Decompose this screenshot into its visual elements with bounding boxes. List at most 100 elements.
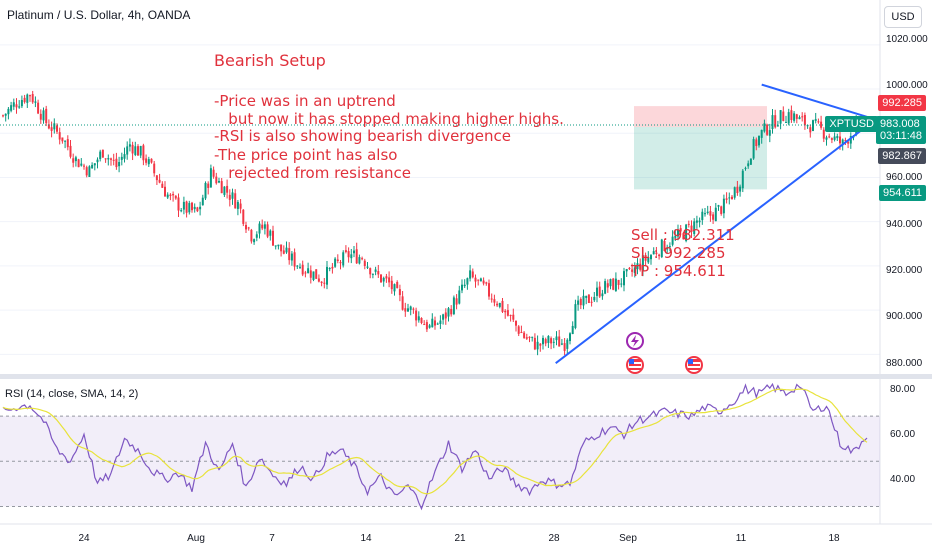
time-axis[interactable]: 24 Aug 7 14 21 28 Sep 11 18 [78,533,840,544]
candle-body [798,117,801,120]
rsi-pane[interactable] [0,382,880,511]
candle-body [191,202,193,211]
candle-body [29,95,31,97]
candle-body [88,166,91,177]
candle-body [128,144,131,147]
candle-body [12,102,15,107]
candle-body [520,332,523,334]
candle-body [612,278,615,290]
candle-body [334,258,337,267]
candle-body [126,146,129,155]
rsi-tick: 40.00 [890,474,915,485]
candle-body [299,266,301,268]
candle-body [172,194,175,196]
rsi-axis[interactable]: 80.00 60.00 40.00 [890,384,915,485]
candle-body [779,110,782,124]
candle-body [501,300,504,312]
candle-body [814,119,817,121]
candle-body [836,136,839,139]
trade-annotation[interactable]: Sell : 982.311 SL : 992.285 TP : 954.611 [630,226,735,280]
candle-body [4,113,7,116]
candle-body [342,252,345,266]
price-axis[interactable]: 1020.000 1000.000 960.000 940.000 920.00… [886,34,928,369]
lightning-event-icon[interactable] [626,332,644,350]
candle-body [569,333,571,342]
setup-annotation[interactable]: Bearish Setup -Price was in an uptrend b… [214,51,564,182]
candle-body [806,125,809,127]
candle-body [142,145,145,161]
candle-body [280,244,283,252]
position-zones[interactable] [634,106,767,190]
candle-body [396,281,399,289]
sell-label: Sell : 982.311 [631,226,735,244]
candle-body [247,227,250,229]
candle-body [415,310,418,321]
candle-body [844,140,847,142]
time-tick: 28 [548,533,560,544]
us-flag-event-icon[interactable] [626,356,644,374]
pane-separator[interactable] [0,374,932,379]
candle-body [701,211,704,221]
setup-line-5: -RSI is also showing bearish divergence [214,127,511,145]
candle-body [787,112,790,124]
price-tick: 880.000 [886,358,923,369]
candle-body [479,278,482,282]
candle-body [409,306,412,310]
candle-body [542,337,544,345]
candle-body [606,283,609,288]
rsi-title[interactable]: RSI (14, close, SMA, 14, 2) [5,388,139,400]
candle-body [604,281,607,294]
candle-body [147,159,150,165]
candle-body [639,263,642,270]
candle-body [10,105,13,111]
candle-body [539,343,542,346]
candle-body [309,270,312,278]
candle-body [177,197,180,211]
time-tick: 11 [736,533,747,544]
candle-body [655,252,658,254]
candle-body [809,127,812,133]
candle-body [706,211,709,213]
candle-body [455,298,458,305]
price-tick: 900.000 [886,311,923,322]
candle-body [474,277,477,282]
candle-body [153,163,156,174]
candle-body [822,129,825,139]
us-flag-event-icon[interactable] [685,356,703,374]
candle-body [118,162,121,167]
candle-body [555,336,558,341]
candle-body [355,249,358,264]
candle-body [668,246,671,248]
candle-body [763,123,766,132]
candle-body [469,270,472,279]
candle-body [590,301,593,303]
candle-body [253,239,256,243]
candle-body [828,136,831,138]
candle-body [207,183,210,188]
candle-body [398,289,401,296]
candle-body [193,206,196,210]
candle-body [728,197,731,199]
candle-body [93,163,96,166]
candle-body [80,163,83,166]
candle-body [488,283,490,297]
time-tick: 7 [269,533,275,544]
candle-body [104,158,107,160]
candle-body [525,337,528,339]
chart-title[interactable]: Platinum / U.S. Dollar, 4h, OANDA [7,8,191,22]
setup-line-3: -Price was in an uptrend [214,92,396,110]
currency-button[interactable]: USD [884,6,922,28]
candle-body [53,123,56,130]
candle-body [377,271,380,275]
candle-body [733,187,736,198]
candle-body [563,343,566,351]
candle-body [817,121,820,123]
symbol-label[interactable]: XPTUSD [825,116,878,132]
candle-body [447,308,450,317]
candle-body [304,272,307,274]
trendlines[interactable] [555,83,876,364]
candle-body [450,308,453,315]
candle-body [336,259,339,261]
